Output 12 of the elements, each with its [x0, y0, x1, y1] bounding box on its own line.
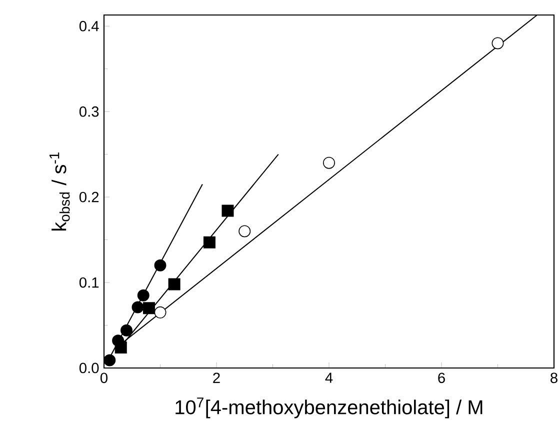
y-tick-label: 0.0 — [79, 362, 99, 374]
x-tick-label: 6 — [438, 372, 445, 384]
y-tick-label: 0.4 — [79, 20, 99, 32]
x-axis-title: 10$^{7}$[4-methoxybenzenethiolate] / M — [176, 398, 482, 418]
x-tick-label: 8 — [550, 372, 558, 384]
x-tick-label: 2 — [213, 372, 220, 383]
x-tick-label: 4 — [325, 372, 333, 383]
y-tick-label: 0.3 — [79, 106, 99, 117]
y-tick-label: 0.2 — [79, 192, 99, 202]
y-tick-label: 0.1 — [79, 277, 99, 288]
y-axis-title: k$_{obsd}$ / s$^{-1}$ — [49, 152, 70, 231]
x-tick-label: 0 — [100, 372, 108, 384]
